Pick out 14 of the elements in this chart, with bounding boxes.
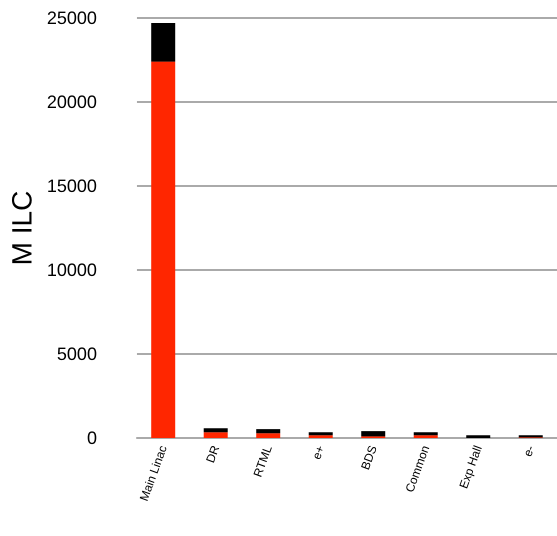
y-axis-title: M ILC	[6, 190, 38, 266]
y-tick-label: 10000	[46, 260, 97, 280]
y-tick-label: 15000	[46, 176, 97, 196]
x-tick-label: Exp Hall	[456, 444, 485, 490]
y-tick-label: 25000	[46, 8, 97, 28]
x-tick-label: DR	[203, 443, 222, 465]
y-tick-label: 5000	[56, 344, 97, 364]
x-tick-label: RTML	[250, 443, 275, 479]
x-tick-label: e-	[520, 444, 538, 458]
y-tick-label: 20000	[46, 92, 97, 112]
x-tick-label: e+	[309, 444, 328, 462]
y-tick-label: 0	[86, 428, 97, 448]
x-tick-label: Main Linac	[136, 444, 170, 503]
x-tick-label: BDS	[358, 444, 380, 472]
